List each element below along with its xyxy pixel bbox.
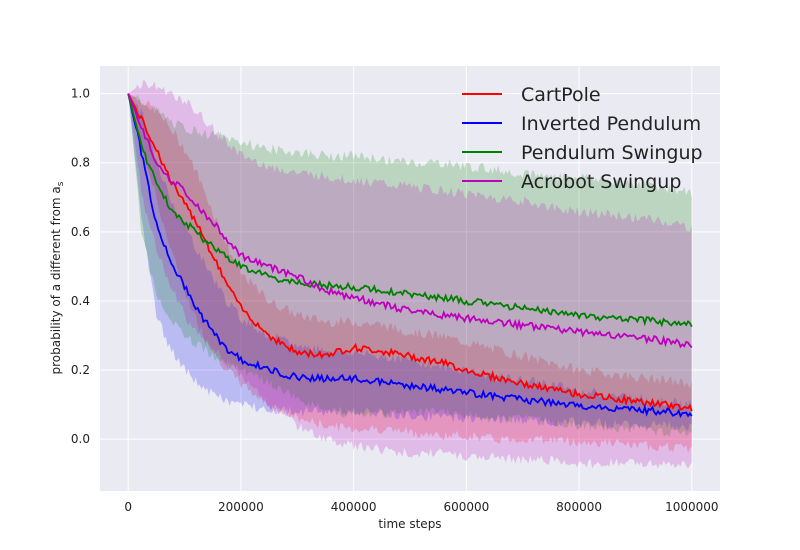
plot-area: [100, 66, 720, 491]
legend-label-acrobot-swingup: Acrobot Swingup: [521, 171, 681, 193]
y-tick-label: 0.2: [71, 363, 90, 377]
x-tick-label: 0: [124, 500, 132, 514]
y-tick-label: 0.8: [71, 156, 90, 170]
x-axis-ticks: 0 200000 400000 600000 800000 1000000: [124, 500, 718, 514]
y-tick-label: 0.6: [71, 225, 90, 239]
x-tick-label: 1000000: [665, 500, 718, 514]
x-tick-label: 800000: [556, 500, 602, 514]
legend-label-pendulum-swingup: Pendulum Swingup: [521, 142, 703, 164]
line-acrobot-swingup: [127, 93, 693, 349]
x-tick-label: 600000: [443, 500, 489, 514]
line-pendulum-swingup: [127, 93, 693, 328]
band-acrobot-swingup: [128, 80, 692, 469]
band-pendulum-swingup: [128, 93, 692, 437]
y-axis-label-subscript: s: [56, 181, 66, 186]
legend-label-inverted-pendulum: Inverted Pendulum: [521, 113, 701, 135]
y-axis-ticks: 0.0 0.2 0.4 0.6 0.8 1.0: [71, 87, 90, 447]
y-tick-label: 0.4: [71, 294, 90, 308]
confidence-bands: [128, 80, 692, 469]
legend: CartPole Inverted Pendulum Pendulum Swingu…: [462, 84, 703, 193]
x-tick-label: 400000: [331, 500, 377, 514]
band-inverted-pendulum: [128, 93, 692, 431]
line-cartpole: [127, 93, 693, 412]
legend-label-cartpole: CartPole: [521, 84, 601, 106]
x-tick-label: 200000: [218, 500, 264, 514]
y-axis-label-main: probability of a different from a: [49, 186, 63, 374]
series-lines: [127, 93, 693, 419]
y-tick-label: 0.0: [71, 432, 90, 446]
band-cartpole: [128, 93, 692, 454]
line-inverted-pendulum: [127, 93, 693, 419]
y-tick-label: 1.0: [71, 87, 90, 101]
x-axis-label: time steps: [378, 517, 441, 531]
grid-lines: [100, 66, 720, 491]
y-axis-label: probability of a different from as: [49, 181, 66, 374]
